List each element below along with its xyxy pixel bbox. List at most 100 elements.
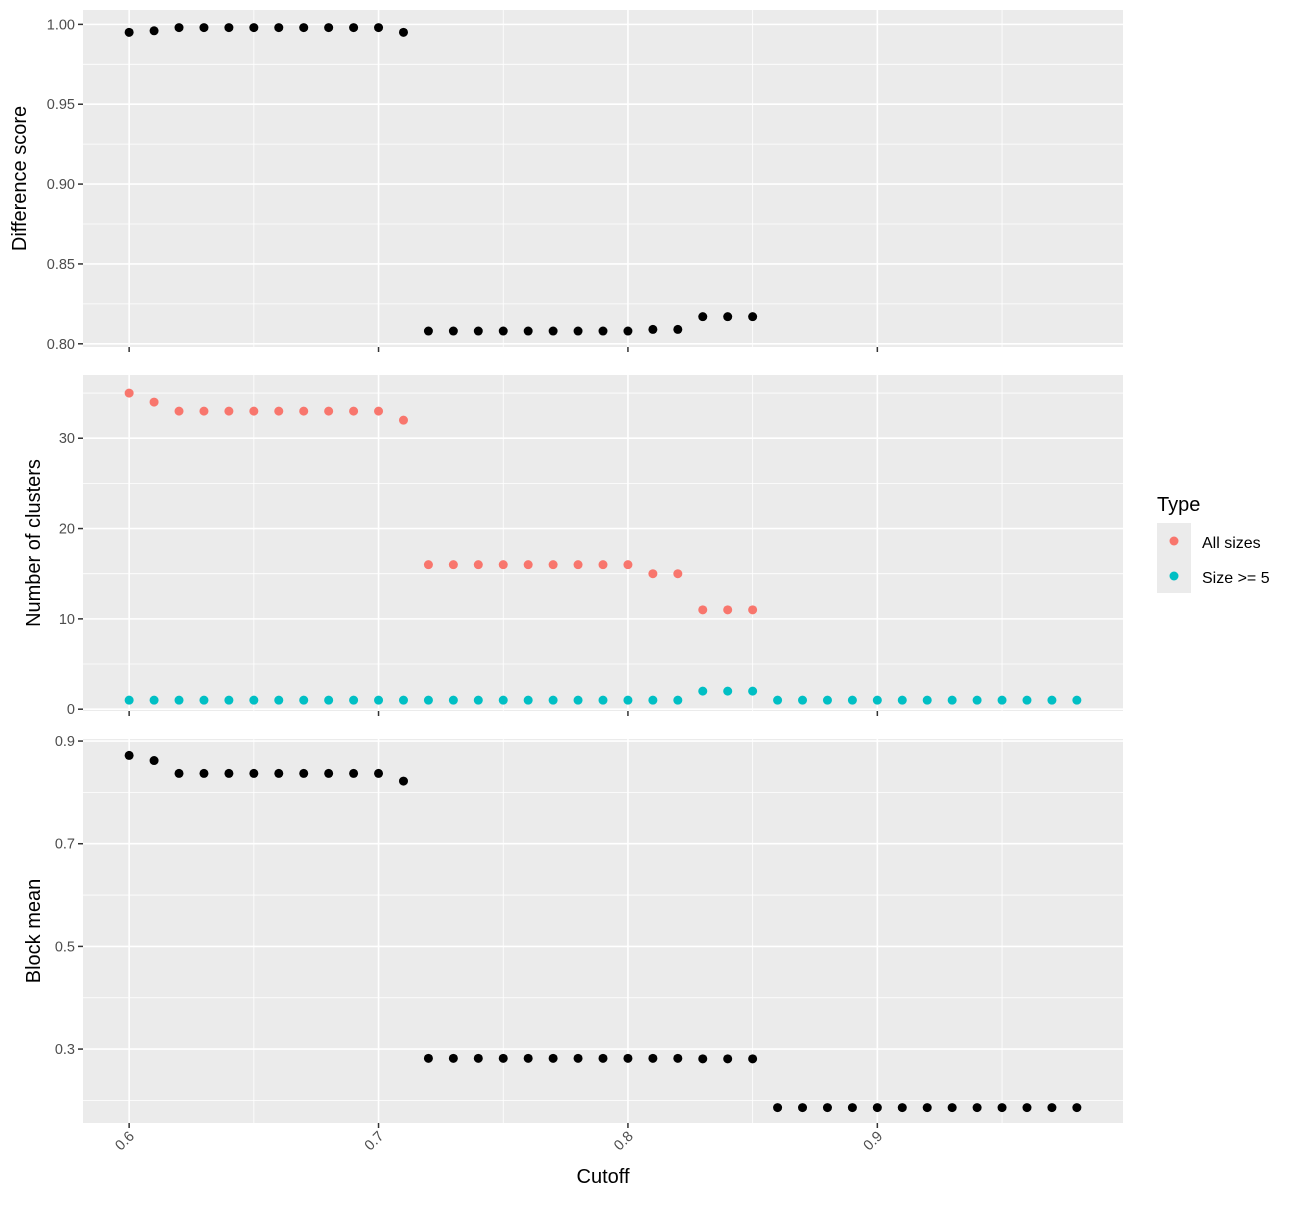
data-point [698,1054,708,1064]
data-point [224,695,234,705]
data-point [798,695,808,705]
data-point [1047,1103,1057,1113]
y-tick-label: 0.85 [47,257,75,273]
data-point [324,406,334,416]
data-point [748,312,758,322]
data-point [947,1103,957,1113]
panel-1: 1.00 0.95 0.90 0.85 0.80 Difference score [9,10,1123,353]
data-point [274,768,284,778]
data-point [324,695,334,705]
panel-3: 0.9 0.7 0.5 0.3 Block mean [23,734,1123,1128]
series-points [124,23,758,336]
data-point [473,695,483,705]
data-point [773,695,783,705]
x-axis-title: Cutoff [577,1166,630,1188]
data-point [398,27,408,37]
data-point [523,695,533,705]
y-axis-title: Block mean [23,879,45,984]
data-point [349,695,359,705]
data-point [299,768,309,778]
data-point [1072,1103,1082,1113]
data-point [448,560,458,570]
data-point [398,695,408,705]
data-point [698,605,708,615]
data-point [847,1103,857,1113]
data-point [673,695,683,705]
data-point [224,406,234,416]
data-point [573,695,583,705]
data-point [648,569,658,579]
data-point [748,686,758,696]
data-point [847,695,857,705]
data-point [199,23,209,33]
data-point [349,406,359,416]
data-point [573,326,583,336]
data-point [798,1103,808,1113]
data-point [997,695,1007,705]
data-point [598,560,608,570]
data-point [872,1103,882,1113]
data-point [822,695,832,705]
data-point [723,605,733,615]
data-point [548,1053,558,1063]
data-point [822,1103,832,1113]
data-point [548,695,558,705]
data-point [274,23,284,33]
panel-background [83,739,1123,1123]
data-point [299,406,309,416]
data-point [374,768,384,778]
data-point [598,695,608,705]
data-point [723,1054,733,1064]
data-point [374,406,384,416]
data-point [448,1053,458,1063]
data-point [398,776,408,786]
data-point [124,695,134,705]
data-point [623,326,633,336]
data-point [673,1053,683,1063]
data-point [448,326,458,336]
y-tick-label: 1.00 [47,17,75,33]
x-tick-label: 0.9 [861,1129,887,1155]
data-point [498,1053,508,1063]
data-point [997,1103,1007,1113]
data-point [124,388,134,398]
panel-background [83,10,1123,347]
data-point [174,768,184,778]
data-point [897,1103,907,1113]
data-point [224,23,234,33]
legend-label-size-5: Size >= 5 [1202,570,1270,587]
data-point [324,23,334,33]
data-point [473,1053,483,1063]
data-point [274,695,284,705]
legend-key-background [1157,523,1191,593]
data-point [423,1053,433,1063]
data-point [573,560,583,570]
data-point [548,560,558,570]
data-point [349,23,359,33]
data-point [673,569,683,579]
data-point [598,1053,608,1063]
data-point [299,23,309,33]
y-axis-title: Difference score [9,106,31,251]
data-point [374,23,384,33]
data-point [623,560,633,570]
data-point [648,1053,658,1063]
data-point [274,406,284,416]
data-point [199,768,209,778]
data-point [623,695,633,705]
data-point [1022,1103,1032,1113]
data-point [299,695,309,705]
legend-key-all-sizes [1169,536,1179,546]
data-point [498,695,508,705]
x-tick-label: 0.7 [362,1129,388,1155]
data-point [1022,695,1032,705]
legend: Type All sizes Size >= 5 [1157,494,1270,593]
data-point [224,768,234,778]
data-point [748,1054,758,1064]
data-point [972,695,982,705]
y-tick-label: 0 [67,702,75,718]
data-point [423,326,433,336]
data-point [598,326,608,336]
data-point [149,26,159,36]
